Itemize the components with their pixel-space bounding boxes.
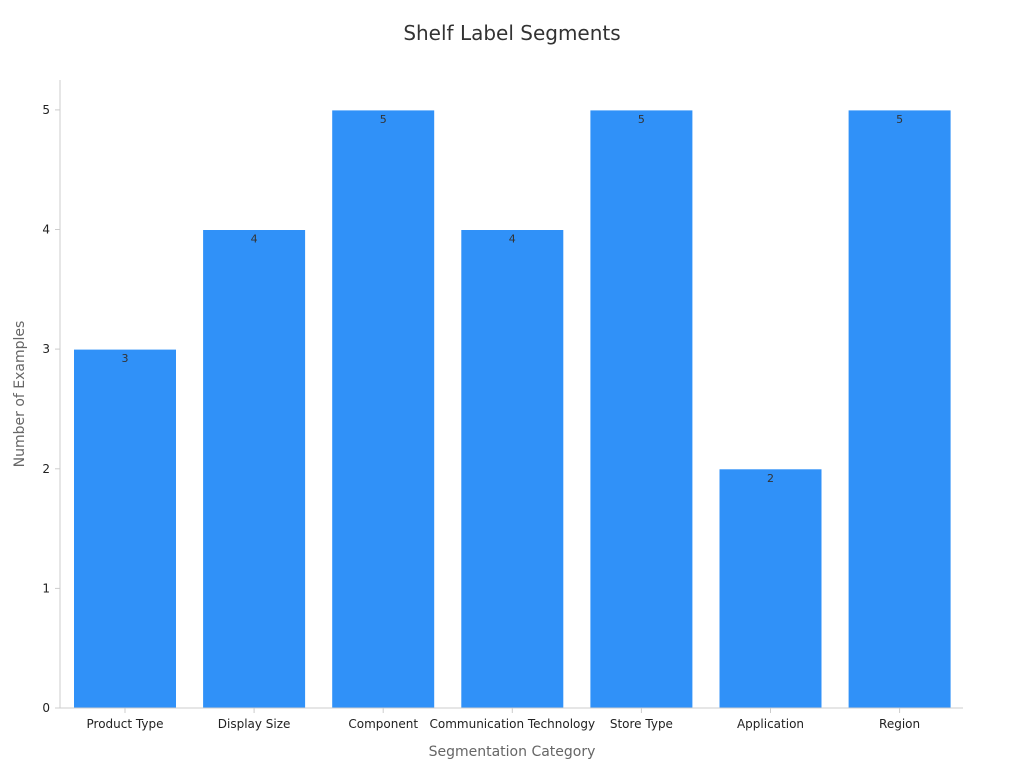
chart-title: Shelf Label Segments xyxy=(403,21,620,45)
x-axis-label: Segmentation Category xyxy=(429,744,596,760)
bar-region xyxy=(847,109,952,709)
data-label: 5 xyxy=(896,113,903,126)
bar-product-type xyxy=(73,348,177,709)
bar-component xyxy=(331,109,436,709)
data-label: 5 xyxy=(380,113,387,126)
x-tick-label: Component xyxy=(348,717,418,731)
axes-layer xyxy=(59,80,963,709)
data-label: 2 xyxy=(767,472,774,485)
y-axis-label: Number of Examples xyxy=(12,321,28,468)
x-tick-label: Display Size xyxy=(218,717,291,731)
bar-communication-technology xyxy=(460,229,565,709)
bar-display-size xyxy=(202,229,307,709)
y-tick-label: 2 xyxy=(42,462,50,476)
bars-layer xyxy=(73,109,952,709)
data-label: 4 xyxy=(251,233,258,246)
y-tick-label: 4 xyxy=(42,223,50,237)
ticks-layer: Product Type Display Size Component Communi… xyxy=(42,103,920,731)
x-tick-label: Communication Technology xyxy=(429,717,595,731)
x-tick-label: Store Type xyxy=(610,717,673,731)
y-tick-label: 0 xyxy=(42,701,50,715)
bar-application xyxy=(718,468,823,709)
bar-store-type xyxy=(589,109,694,709)
data-label: 5 xyxy=(638,113,645,126)
data-label: 3 xyxy=(122,352,129,365)
x-tick-label: Application xyxy=(737,717,804,731)
y-tick-label: 1 xyxy=(42,581,50,595)
data-label: 4 xyxy=(509,233,516,246)
y-tick-label: 3 xyxy=(42,342,50,356)
data-labels-layer: 3 4 5 4 5 2 5 xyxy=(122,113,904,485)
x-tick-label: Product Type xyxy=(87,717,164,731)
x-tick-label: Region xyxy=(879,717,920,731)
y-tick-label: 5 xyxy=(42,103,50,117)
